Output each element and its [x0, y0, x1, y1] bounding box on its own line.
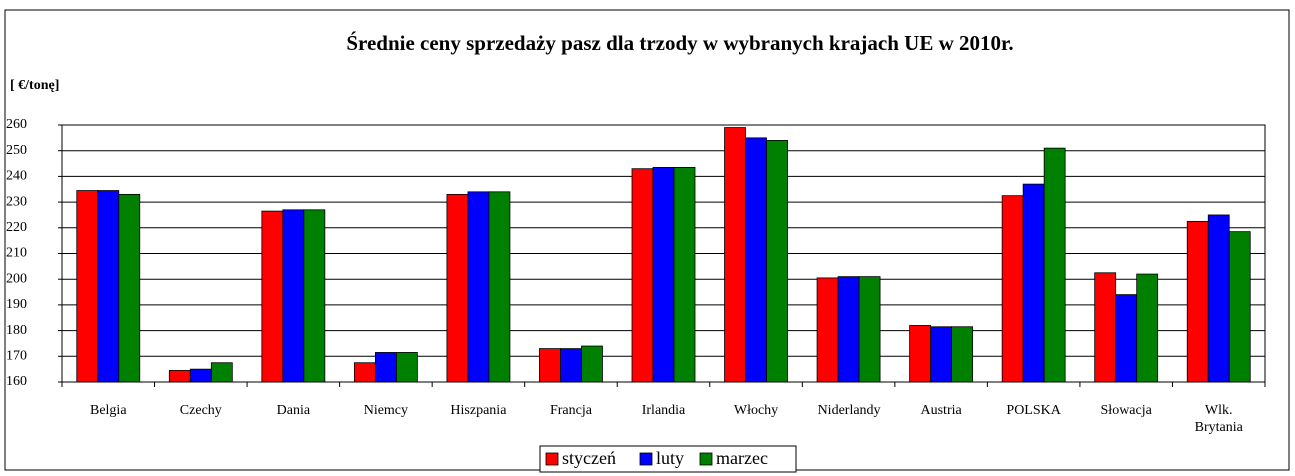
x-tick-label: Niemcy — [363, 403, 409, 418]
bar — [1001, 195, 1024, 383]
bar — [97, 190, 120, 383]
legend-label: marzec — [716, 448, 768, 468]
y-tick-label: 190 — [6, 297, 27, 312]
x-tick-label: POLSKA — [1006, 403, 1061, 418]
y-tick-label: 200 — [6, 271, 27, 286]
bar — [581, 345, 603, 383]
bar — [1115, 294, 1138, 383]
bar — [374, 352, 397, 383]
legend-swatch — [545, 452, 559, 466]
bar — [446, 193, 469, 383]
y-tick-label: 180 — [6, 323, 27, 338]
bar — [766, 140, 788, 383]
bar — [539, 348, 561, 383]
bar — [467, 191, 490, 383]
bar — [560, 348, 582, 383]
y-tick-label: 260 — [6, 117, 27, 132]
bar — [652, 167, 675, 383]
chart-title: Średnie ceny sprzedaży pasz dla trzody w… — [346, 31, 1013, 55]
bar — [858, 276, 881, 383]
legend-frame — [539, 445, 797, 473]
bar — [353, 362, 376, 383]
y-tick-label: 250 — [6, 143, 27, 158]
x-tick-label: Czechy — [179, 403, 222, 418]
legend-label: styczeń — [562, 448, 616, 468]
bar — [745, 137, 767, 383]
bar — [724, 127, 746, 383]
x-tick-label: Austria — [920, 403, 962, 418]
bar — [488, 191, 511, 383]
y-tick-label: 220 — [6, 220, 27, 235]
x-tick-label: Dania — [276, 403, 311, 418]
x-tick-label: Francja — [549, 403, 592, 418]
bar — [837, 276, 860, 383]
x-tick-label: Hiszpania — [450, 403, 507, 418]
bar — [1228, 231, 1251, 383]
bar — [1043, 147, 1066, 383]
bar — [1207, 214, 1230, 383]
bar — [395, 352, 418, 383]
bar — [909, 325, 932, 383]
bar — [930, 326, 953, 383]
bar — [1186, 220, 1209, 383]
bar — [631, 168, 654, 383]
bar — [261, 210, 284, 383]
x-tick-label: Belgia — [89, 403, 127, 418]
legend-label: luty — [656, 448, 684, 468]
bar — [189, 368, 212, 383]
x-tick-label: Włochy — [733, 403, 779, 418]
x-tick-label: Irlandia — [641, 403, 686, 418]
bar — [118, 193, 141, 383]
x-tick-label: Słowacja — [1100, 403, 1152, 418]
bar — [282, 209, 305, 383]
legend-swatch — [639, 452, 653, 466]
y-tick-label: 160 — [6, 374, 27, 389]
bar — [1136, 273, 1159, 383]
x-tick-label: Niderlandy — [817, 403, 881, 418]
bar — [951, 326, 974, 383]
y-tick-label: 240 — [6, 169, 27, 184]
x-tick-label: Wlk. Brytania — [1194, 403, 1243, 435]
y-tick-label: 230 — [6, 194, 27, 209]
bar — [673, 167, 696, 383]
bar — [76, 190, 99, 383]
bar — [168, 370, 191, 383]
y-tick-label: 170 — [6, 349, 27, 364]
bar — [1022, 183, 1045, 383]
bar — [210, 362, 233, 383]
legend-swatch — [699, 452, 713, 466]
bar — [303, 209, 326, 383]
y-tick-label: 210 — [6, 246, 27, 261]
bar — [816, 277, 839, 383]
bar — [1094, 272, 1117, 383]
y-axis-label: [ €/tonę] — [10, 78, 59, 93]
